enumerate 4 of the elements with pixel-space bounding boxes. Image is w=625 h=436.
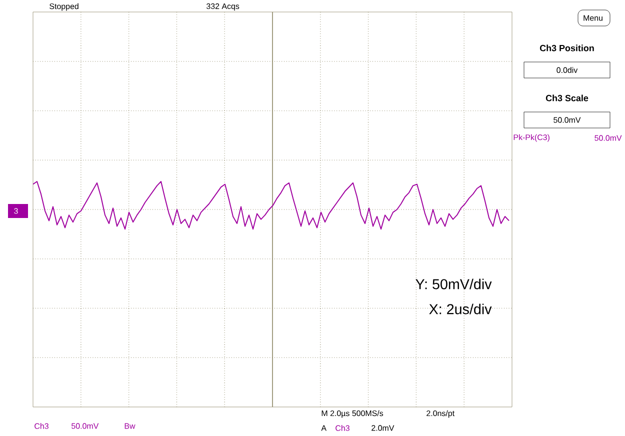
text: Ch3 Position xyxy=(540,44,594,52)
text: Ch3 Scale xyxy=(546,94,588,102)
text: Y: 50mV/div xyxy=(416,278,492,290)
text: X: 2us/div xyxy=(429,304,492,314)
